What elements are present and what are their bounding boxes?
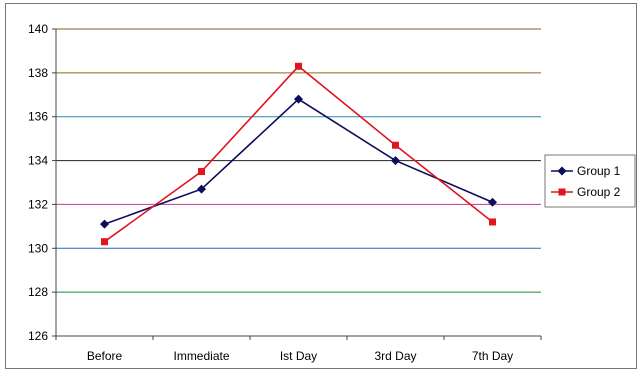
y-axis-tick-labels: 126 128 130 132 134 136 138 140 bbox=[28, 22, 48, 343]
chart-frame bbox=[5, 3, 637, 369]
data-point bbox=[488, 197, 497, 207]
data-point bbox=[294, 94, 303, 104]
y-tick-label: 138 bbox=[28, 66, 48, 80]
y-tick-label: 140 bbox=[28, 22, 48, 36]
series-line bbox=[104, 65, 493, 243]
legend: Group 1 Group 2 bbox=[544, 154, 636, 208]
data-point bbox=[197, 184, 206, 194]
axes bbox=[52, 28, 542, 340]
x-axis-tick-labels: Before Immediate Ist Day 3rd Day 7th Day bbox=[87, 349, 513, 363]
x-tick-label: Before bbox=[87, 349, 123, 363]
legend-entry: Group 1 bbox=[551, 164, 621, 178]
legend-label: Group 2 bbox=[577, 185, 621, 199]
series-line bbox=[104, 98, 493, 225]
y-tick-label: 136 bbox=[28, 110, 48, 124]
y-tick-label: 134 bbox=[28, 154, 48, 168]
legend-marker bbox=[557, 166, 567, 176]
data-point bbox=[391, 156, 400, 166]
data-point bbox=[198, 168, 205, 176]
y-tick-label: 126 bbox=[28, 329, 48, 343]
legend-label: Group 1 bbox=[577, 164, 621, 178]
y-tick-label: 130 bbox=[28, 241, 48, 255]
data-point bbox=[101, 238, 108, 246]
x-tick-label: 7th Day bbox=[472, 349, 513, 363]
legend-box bbox=[544, 154, 636, 208]
gridlines bbox=[56, 28, 541, 293]
x-tick-label: 3rd Day bbox=[374, 349, 416, 363]
data-point bbox=[100, 219, 109, 229]
data-point bbox=[392, 141, 399, 149]
data-point bbox=[489, 218, 496, 226]
y-tick-label: 128 bbox=[28, 285, 48, 299]
legend-marker bbox=[558, 188, 566, 196]
series-1 bbox=[100, 94, 497, 229]
y-tick-label: 132 bbox=[28, 197, 48, 211]
x-tick-label: Immediate bbox=[173, 349, 229, 363]
data-point bbox=[295, 62, 302, 70]
series bbox=[100, 62, 497, 246]
x-tick-label: Ist Day bbox=[280, 349, 317, 363]
series-2 bbox=[101, 62, 496, 246]
legend-entry: Group 2 bbox=[551, 185, 621, 199]
